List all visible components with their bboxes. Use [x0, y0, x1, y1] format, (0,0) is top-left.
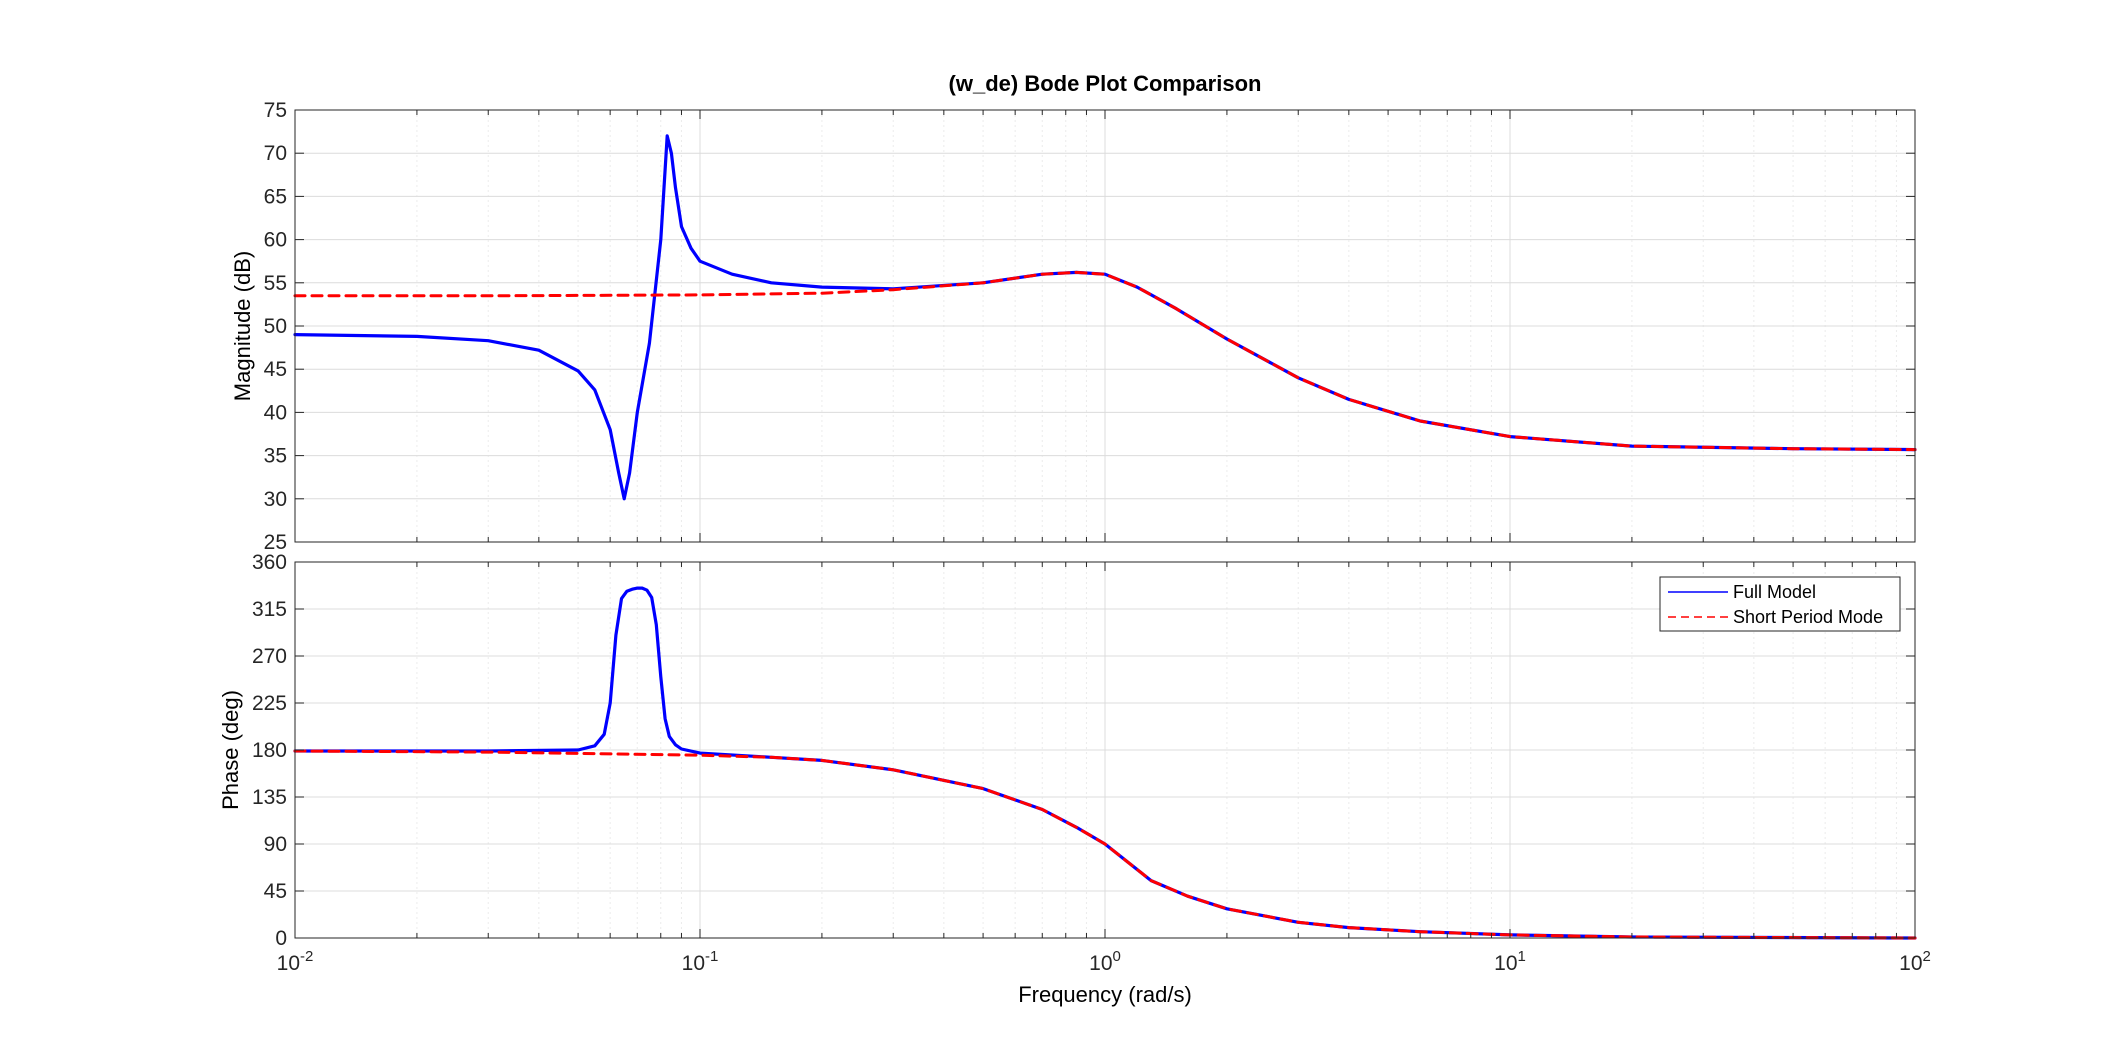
magnitude-y-tick-label: 30	[264, 488, 287, 511]
x-tick-labels: 10-2 10-1 100 101 102	[277, 948, 1931, 975]
magnitude-lines	[293, 134, 1917, 501]
magnitude-y-tick-label: 50	[264, 315, 287, 338]
phase-ylabel: Phase (deg)	[218, 690, 243, 810]
phase-axes: 0 45 90 135 180 225 270 315 360 Phase (deg) Full…	[218, 551, 1917, 950]
phase-series-full-model	[293, 586, 1917, 940]
x-tick-label: 102	[1899, 948, 1931, 975]
magnitude-y-ticks: 25 30 35 40 45 50 55 60 65 70 75	[264, 99, 1915, 554]
phase-y-tick-label: 90	[264, 833, 287, 856]
magnitude-x-ticks	[294, 110, 1897, 542]
chart-title: (w_de) Bode Plot Comparison	[949, 71, 1262, 96]
phase-y-tick-label: 180	[252, 739, 287, 762]
phase-y-tick-label: 0	[275, 927, 287, 950]
magnitude-y-tick-label: 60	[264, 229, 287, 252]
magnitude-y-tick-label: 70	[264, 142, 287, 165]
phase-y-tick-label: 360	[252, 551, 287, 574]
x-axis-label: Frequency (rad/s)	[1018, 982, 1192, 1007]
legend-label-full-model: Full Model	[1733, 582, 1816, 602]
x-tick-label: 100	[1089, 948, 1121, 975]
legend-label-short-period-mode: Short Period Mode	[1733, 607, 1883, 627]
magnitude-ylabel: Magnitude (dB)	[230, 251, 255, 401]
phase-x-ticks	[294, 562, 1897, 938]
phase-y-tick-label: 45	[264, 880, 287, 903]
phase-y-tick-label: 315	[252, 598, 287, 621]
phase-lines	[293, 586, 1917, 940]
magnitude-y-tick-label: 55	[264, 272, 287, 295]
legend-box	[1659, 576, 1901, 632]
magnitude-series-short-period-mode	[293, 270, 1917, 452]
phase-y-tick-label: 225	[252, 692, 287, 715]
legend: Full Model Short Period Mode	[1659, 576, 1901, 632]
x-tick-label: 10-1	[682, 948, 719, 975]
magnitude-axes: 25 30 35 40 45 50 55 60 65 70 75 Magnitude (dB)	[230, 99, 1917, 554]
magnitude-y-tick-label: 40	[264, 401, 287, 424]
phase-y-tick-label: 270	[252, 645, 287, 668]
magnitude-y-tick-label: 45	[264, 358, 287, 381]
phase-y-tick-label: 135	[252, 786, 287, 809]
phase-y-ticks: 0 45 90 135 180 225 270 315 360	[252, 551, 1915, 950]
magnitude-y-tick-label: 75	[264, 99, 287, 122]
magnitude-y-tick-label: 25	[264, 531, 287, 554]
x-tick-label: 101	[1494, 948, 1526, 975]
magnitude-y-tick-label: 65	[264, 185, 287, 208]
magnitude-y-tick-label: 35	[264, 445, 287, 468]
x-tick-label: 10-2	[277, 948, 314, 975]
phase-series-short-period-mode	[293, 749, 1917, 940]
magnitude-grid	[294, 109, 1916, 543]
